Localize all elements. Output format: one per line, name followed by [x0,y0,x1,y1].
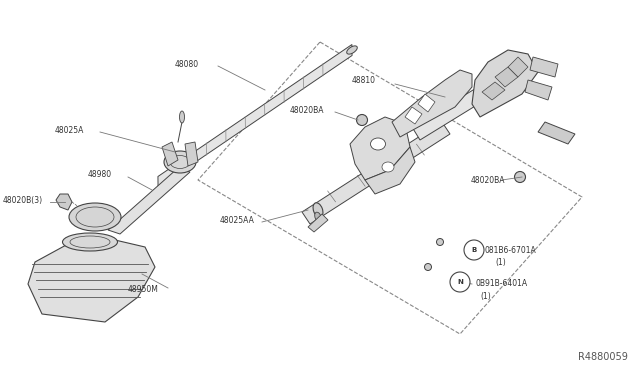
Polygon shape [162,142,178,166]
Polygon shape [56,194,72,210]
Polygon shape [405,107,422,124]
Ellipse shape [436,238,444,246]
Polygon shape [308,214,328,232]
Circle shape [356,115,367,125]
Text: 48980: 48980 [88,170,112,179]
Polygon shape [412,87,485,140]
Polygon shape [108,168,190,234]
Polygon shape [538,122,575,144]
Text: 48020B(3): 48020B(3) [3,196,43,205]
Polygon shape [365,147,415,194]
Polygon shape [472,50,538,117]
Ellipse shape [371,138,385,150]
Polygon shape [418,94,435,112]
Text: B: B [472,247,477,253]
Circle shape [450,272,470,292]
Ellipse shape [424,263,431,270]
Text: 48020BA: 48020BA [290,106,324,115]
Ellipse shape [347,46,357,54]
Text: 48810: 48810 [352,76,376,84]
Circle shape [464,240,484,260]
Text: 48950M: 48950M [128,285,159,295]
Text: 48020BA: 48020BA [470,176,505,185]
Ellipse shape [69,203,121,231]
Text: N: N [457,279,463,285]
Polygon shape [185,142,198,166]
Text: 48080: 48080 [175,60,199,68]
Text: 48025AA: 48025AA [220,215,255,224]
Text: (1): (1) [480,292,491,301]
Polygon shape [530,57,558,77]
Polygon shape [495,67,518,87]
Ellipse shape [313,203,323,217]
Ellipse shape [63,233,118,251]
Ellipse shape [164,151,196,173]
Polygon shape [350,117,410,180]
Polygon shape [525,80,552,100]
Polygon shape [302,122,450,224]
Polygon shape [158,45,352,187]
Polygon shape [392,70,472,137]
Polygon shape [482,82,505,100]
Text: 081B6-6701A: 081B6-6701A [485,246,537,254]
Text: 0B91B-6401A: 0B91B-6401A [475,279,527,289]
Ellipse shape [315,212,321,222]
Circle shape [515,171,525,183]
Ellipse shape [382,162,394,172]
Text: 48025A: 48025A [55,125,84,135]
Ellipse shape [179,111,184,123]
Text: R4880059: R4880059 [578,352,628,362]
Polygon shape [28,240,155,322]
Text: (1): (1) [495,257,506,266]
Polygon shape [508,57,528,77]
